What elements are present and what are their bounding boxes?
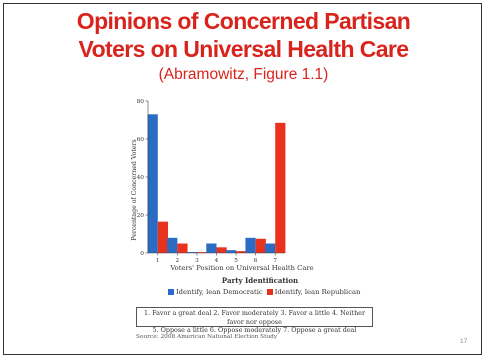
legend-item-republican: Identify, lean Republican <box>266 288 361 296</box>
y-tick-label: 60 <box>137 137 145 143</box>
y-axis-ticks: 0 20 40 60 80 <box>137 99 148 257</box>
legend-title: Party Identification <box>221 276 299 285</box>
bar-democratic-7 <box>265 243 276 253</box>
bar-republican-3 <box>196 252 208 253</box>
bar-democratic-4 <box>206 243 217 253</box>
legend-swatch-democratic <box>168 289 174 295</box>
y-tick-label: 20 <box>137 213 145 219</box>
x-axis-ticks: 1 2 3 4 5 6 7 <box>156 253 277 264</box>
x-tick-label: 4 <box>215 258 219 264</box>
bar-republican-6 <box>255 238 266 253</box>
bar-democratic-1 <box>147 114 158 253</box>
legend-label-democratic: Identify, lean Democratic <box>176 288 263 296</box>
bar-democratic-2 <box>167 237 178 253</box>
x-axis-label: Voters' Position on Universal Health Car… <box>169 264 313 272</box>
bar-democratic-5 <box>225 250 237 253</box>
bar-democratic-6 <box>245 237 256 253</box>
legend-label-republican: Identify, lean Republican <box>274 288 361 296</box>
bar-republican-2 <box>177 243 188 253</box>
scale-key-line-2: 5. Oppose a little 6. Oppose moderately … <box>152 326 357 334</box>
scale-key-line-1: 1. Favor a great deal 2. Favor moderatel… <box>143 309 366 326</box>
y-tick-label: 0 <box>140 251 144 257</box>
slide-frame <box>3 3 482 355</box>
bar-republican-4 <box>216 247 227 253</box>
y-axis-label: Percentage of Concerned Voters <box>131 139 138 240</box>
x-tick-label: 6 <box>254 258 258 264</box>
bar-republican-5 <box>236 251 247 253</box>
chart-bars <box>147 114 286 253</box>
x-tick-label: 7 <box>273 258 277 264</box>
slide-title-line-1: Opinions of Concerned Partisan <box>76 8 411 34</box>
y-tick-label: 40 <box>137 175 145 181</box>
x-tick-label: 2 <box>176 258 180 264</box>
slide-subtitle: (Abramowitz, Figure 1.1) <box>158 66 329 83</box>
x-tick-label: 1 <box>156 258 160 264</box>
x-tick-label: 5 <box>234 258 238 264</box>
legend: Identify, lean Democratic Identify, lean… <box>168 287 364 297</box>
scale-key-box: 1. Favor a great deal 2. Favor moderatel… <box>136 307 373 334</box>
bar-republican-1 <box>157 221 168 253</box>
bar-democratic-3 <box>186 252 197 253</box>
page-number: 17 <box>460 338 468 345</box>
legend-item-democratic: Identify, lean Democratic <box>168 288 263 296</box>
slide-title-line-2: Voters on Universal Health Care <box>78 36 410 62</box>
source-note: Source: 2008 American National Election … <box>136 334 278 340</box>
bar-republican-7 <box>275 122 286 253</box>
legend-swatch-republican <box>266 289 273 295</box>
x-tick-label: 3 <box>195 258 199 264</box>
y-tick-label: 80 <box>137 99 145 105</box>
